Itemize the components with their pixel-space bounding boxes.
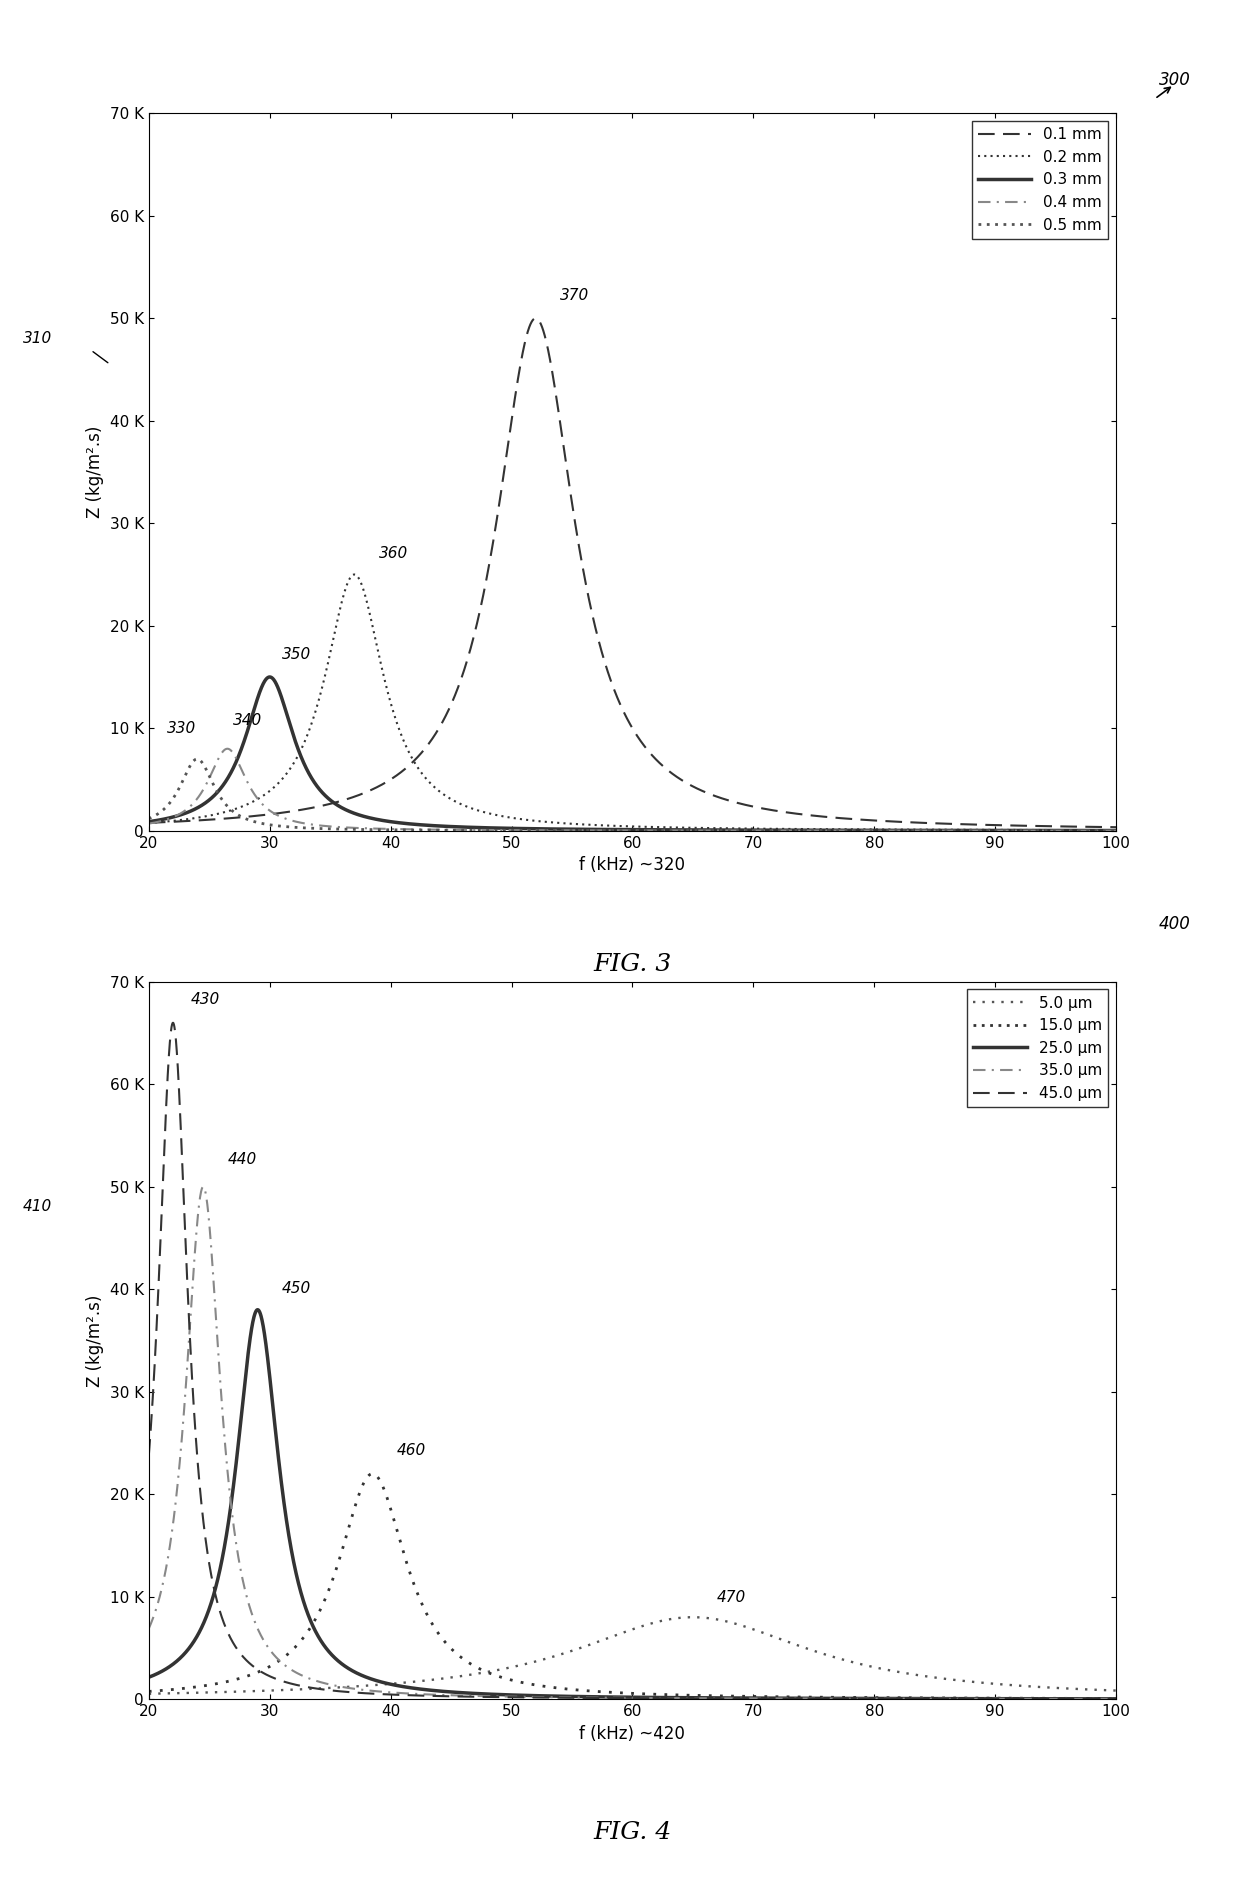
Text: 370: 370 [560,287,589,302]
Text: 460: 460 [397,1442,425,1458]
Text: 410: 410 [22,1199,52,1214]
Text: 360: 360 [378,546,408,561]
X-axis label: f (kHz) ~320: f (kHz) ~320 [579,855,686,874]
Text: 350: 350 [281,646,311,661]
Text: 400: 400 [1158,916,1190,933]
Text: 310: 310 [22,330,52,346]
Text: 440: 440 [227,1152,257,1167]
Text: FIG. 3: FIG. 3 [593,953,672,976]
X-axis label: f (kHz) ~420: f (kHz) ~420 [579,1724,686,1743]
Text: 330: 330 [167,721,196,736]
Y-axis label: Z (kg/m².s): Z (kg/m².s) [86,1295,104,1386]
Y-axis label: Z (kg/m².s): Z (kg/m².s) [86,427,104,517]
Text: FIG. 4: FIG. 4 [593,1822,672,1845]
Text: 450: 450 [281,1282,311,1297]
Text: 430: 430 [191,993,221,1008]
Legend: 5.0 μm, 15.0 μm, 25.0 μm, 35.0 μm, 45.0 μm: 5.0 μm, 15.0 μm, 25.0 μm, 35.0 μm, 45.0 … [967,989,1109,1106]
Text: 470: 470 [717,1590,746,1605]
Text: 340: 340 [233,714,263,729]
Legend: 0.1 mm, 0.2 mm, 0.3 mm, 0.4 mm, 0.5 mm: 0.1 mm, 0.2 mm, 0.3 mm, 0.4 mm, 0.5 mm [972,121,1109,238]
Text: 300: 300 [1158,72,1190,89]
